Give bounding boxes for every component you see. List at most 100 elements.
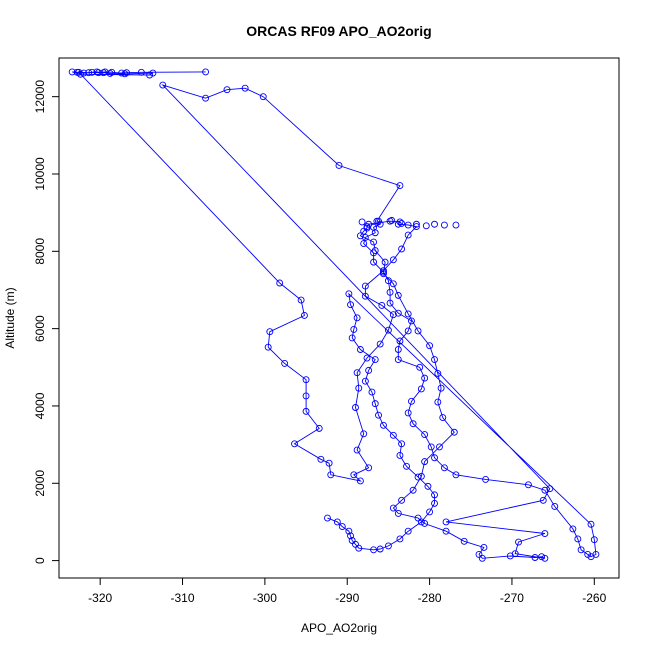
data-point bbox=[396, 535, 404, 543]
data-point bbox=[398, 220, 406, 227]
data-point bbox=[398, 245, 406, 253]
data-point bbox=[347, 532, 354, 540]
data-point bbox=[355, 384, 363, 392]
data-point bbox=[417, 385, 425, 393]
data-point bbox=[416, 363, 424, 371]
y-tick-label: 6000 bbox=[33, 315, 47, 342]
data-point bbox=[421, 458, 429, 466]
data-point bbox=[531, 554, 539, 561]
y-tick-label: 8000 bbox=[33, 238, 47, 265]
data-point bbox=[380, 421, 387, 429]
data-point bbox=[376, 340, 384, 348]
y-tick-label: 12000 bbox=[33, 80, 47, 114]
data-point bbox=[384, 277, 392, 285]
data-point bbox=[541, 530, 549, 537]
data-point bbox=[266, 328, 274, 336]
data-point bbox=[421, 431, 429, 439]
data-point bbox=[440, 221, 448, 229]
data-point bbox=[327, 471, 335, 479]
data-point bbox=[424, 482, 432, 490]
data-point bbox=[452, 471, 460, 479]
data-point bbox=[511, 550, 519, 558]
x-tick-label: -320 bbox=[88, 591, 112, 605]
data-point bbox=[551, 503, 559, 510]
data-point bbox=[439, 414, 447, 422]
y-tick-label: 4000 bbox=[33, 392, 47, 419]
data-point bbox=[480, 544, 488, 551]
x-axis-label: APO_AO2orig bbox=[301, 621, 377, 635]
data-point bbox=[421, 520, 429, 527]
data-point bbox=[68, 68, 76, 76]
plot-frame bbox=[58, 57, 620, 579]
data-point bbox=[404, 231, 412, 239]
data-point bbox=[394, 346, 402, 353]
data-point bbox=[396, 218, 404, 226]
data-point bbox=[421, 374, 429, 382]
data-point bbox=[264, 343, 272, 351]
data-point bbox=[427, 443, 435, 451]
x-tick-label: -310 bbox=[171, 591, 195, 605]
data-point bbox=[370, 249, 378, 257]
data-point bbox=[352, 404, 359, 411]
data-point bbox=[146, 71, 154, 79]
data-point bbox=[403, 462, 410, 470]
data-point bbox=[345, 527, 353, 535]
data-point bbox=[375, 411, 382, 419]
series-layer bbox=[68, 68, 600, 562]
data-point bbox=[370, 258, 378, 266]
data-point bbox=[353, 369, 361, 377]
data-point bbox=[108, 68, 116, 76]
data-point bbox=[546, 485, 554, 493]
x-tick-label: -260 bbox=[582, 591, 606, 605]
data-point bbox=[384, 542, 392, 550]
data-point bbox=[389, 256, 397, 264]
data-point bbox=[442, 527, 450, 535]
x-axis: -320 -310 -300 -290 -280 -270 -260 bbox=[88, 577, 607, 605]
data-point bbox=[388, 216, 396, 224]
data-point bbox=[241, 84, 249, 92]
data-point bbox=[76, 70, 84, 78]
data-point bbox=[384, 326, 392, 334]
data-point bbox=[370, 238, 378, 246]
data-point bbox=[353, 446, 361, 454]
data-point bbox=[396, 451, 404, 459]
data-point bbox=[386, 299, 394, 307]
y-axis-label: Altitude (m) bbox=[3, 287, 17, 348]
data-point bbox=[378, 301, 386, 309]
data-point bbox=[396, 182, 404, 190]
x-tick-label: -280 bbox=[418, 591, 442, 605]
y-tick-label: 10000 bbox=[33, 157, 47, 191]
data-point bbox=[356, 477, 364, 485]
data-point bbox=[431, 499, 438, 507]
data-point bbox=[345, 290, 353, 298]
data-point bbox=[577, 546, 585, 554]
data-point bbox=[417, 518, 425, 526]
data-point bbox=[361, 292, 369, 300]
data-point bbox=[88, 68, 96, 76]
x-tick-label: -290 bbox=[335, 591, 359, 605]
data-point bbox=[437, 384, 445, 392]
data-point bbox=[409, 486, 417, 494]
data-point bbox=[386, 288, 394, 296]
data-point bbox=[137, 68, 145, 76]
data-point bbox=[80, 69, 88, 77]
data-point bbox=[302, 407, 310, 415]
data-point bbox=[371, 400, 379, 408]
data-point bbox=[569, 525, 577, 533]
data-point bbox=[291, 440, 298, 448]
data-point bbox=[350, 471, 358, 479]
data-point bbox=[389, 504, 397, 512]
data-point bbox=[524, 481, 532, 489]
data-point bbox=[202, 94, 210, 102]
data-point bbox=[118, 69, 126, 77]
data-point bbox=[297, 296, 305, 304]
data-point bbox=[93, 68, 101, 76]
data-point bbox=[106, 70, 114, 77]
data-point bbox=[371, 356, 379, 364]
data-point bbox=[202, 68, 210, 76]
data-point bbox=[302, 376, 310, 384]
data-point bbox=[350, 325, 358, 333]
data-point bbox=[412, 223, 420, 231]
data-point bbox=[360, 240, 368, 248]
data-point bbox=[347, 301, 354, 309]
